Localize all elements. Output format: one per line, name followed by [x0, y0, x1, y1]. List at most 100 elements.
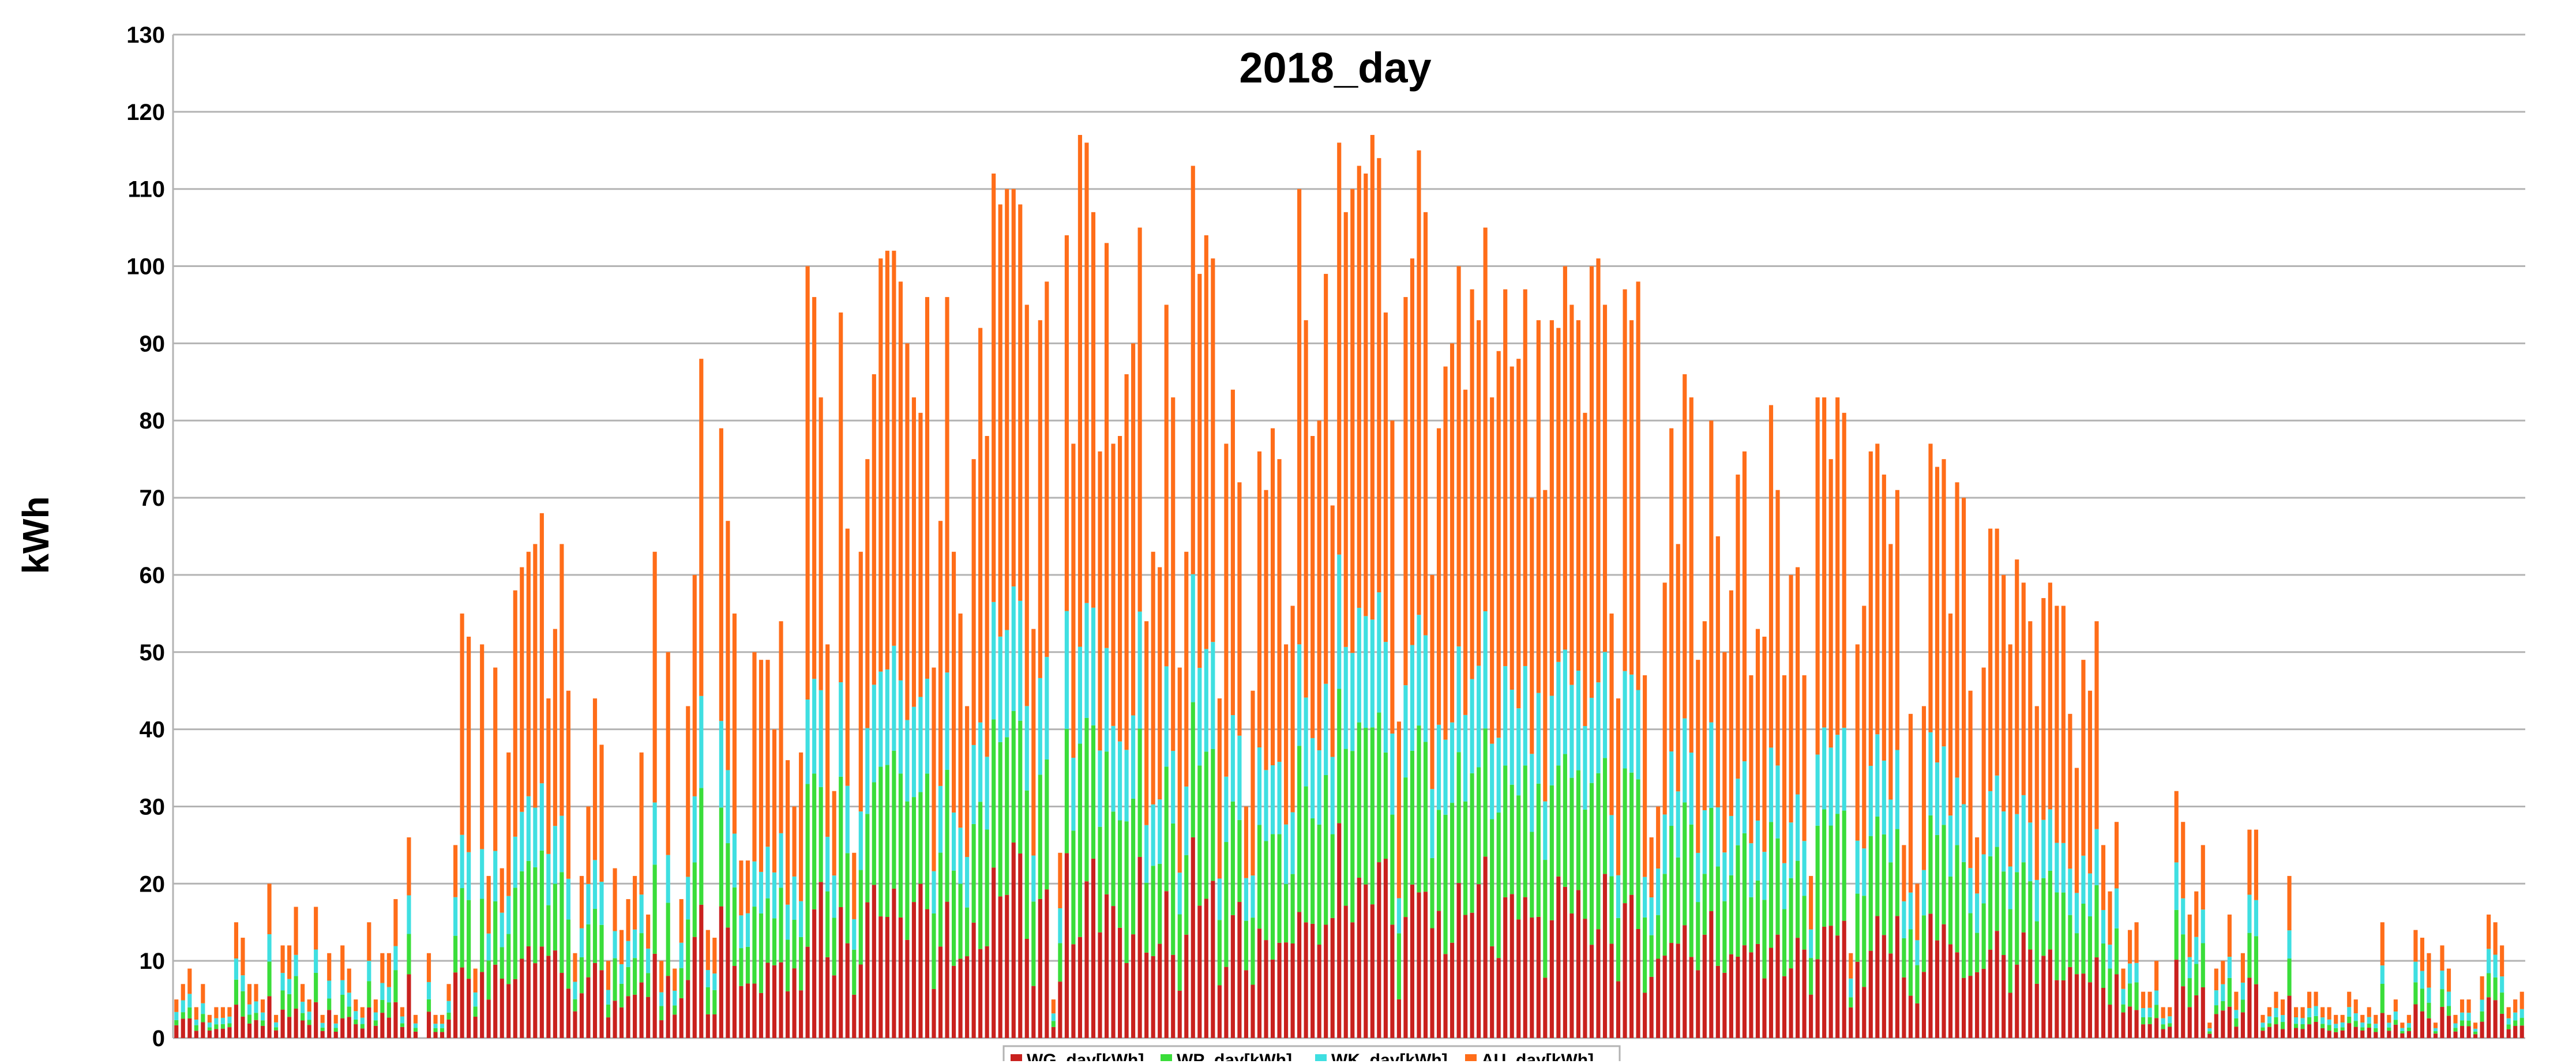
bar-segment-wp-day: [1244, 920, 1249, 971]
bar-segment-au-day: [779, 621, 783, 833]
bar-segment-wk-day: [194, 1020, 198, 1025]
bar-segment-au-day: [945, 297, 949, 673]
bar-segment-wp-day: [1981, 903, 1986, 969]
bar-segment-au-day: [1131, 343, 1136, 716]
bar-segment-wp-day: [467, 900, 471, 979]
bar-segment-wk-day: [679, 942, 684, 968]
bar-segment-wp-day: [1809, 958, 1813, 995]
bar-segment-wp-day: [2314, 1016, 2318, 1022]
bar-segment-wk-day: [1197, 668, 1202, 766]
bar-segment-wp-day: [1722, 901, 1727, 973]
bar-segment-wg-day: [1410, 884, 1415, 1038]
bar-segment-wg-day: [413, 1031, 418, 1038]
bar-segment-wp-day: [2081, 904, 2086, 974]
bar-segment-wk-day: [626, 941, 630, 967]
bar-segment-wg-day: [407, 974, 411, 1038]
bar-segment-wk-day: [440, 1024, 445, 1028]
bar-segment-wk-day: [1257, 747, 1262, 825]
bar-segment-wp-day: [652, 864, 657, 954]
bar-segment-wk-day: [699, 695, 704, 788]
bar-segment-au-day: [486, 875, 491, 934]
bar-segment-au-day: [1197, 273, 1202, 668]
bar-segment-wk-day: [1051, 1013, 1056, 1021]
bar-segment-au-day: [992, 173, 996, 602]
bar-segment-wp-day: [1038, 774, 1042, 899]
bar-segment-wg-day: [978, 949, 983, 1038]
bar-segment-wp-day: [719, 807, 723, 907]
bar-segment-au-day: [1530, 498, 1534, 754]
bar-segment-wg-day: [2433, 1033, 2438, 1038]
bar-segment-wg-day: [241, 1016, 245, 1038]
bar-segment-wp-day: [1583, 809, 1587, 919]
bar-segment-wk-day: [792, 876, 797, 920]
bar-segment-wg-day: [1051, 1027, 1056, 1038]
bar-segment-wg-day: [1330, 918, 1335, 1038]
bar-segment-wk-day: [2374, 1024, 2378, 1028]
bar-segment-wp-day: [832, 918, 836, 976]
bar-segment-wp-day: [852, 949, 857, 995]
bar-segment-wg-day: [1649, 976, 1654, 1038]
bar-segment-wg-day: [1045, 889, 1049, 1038]
bar-segment-wk-day: [1304, 697, 1308, 787]
bar-segment-au-day: [426, 953, 431, 982]
bar-segment-wp-day: [2274, 1017, 2278, 1025]
bar-segment-wg-day: [918, 883, 923, 1038]
bar-segment-au-day: [1715, 536, 1720, 807]
bar-segment-wp-day: [407, 934, 411, 975]
bar-segment-wp-day: [247, 1014, 252, 1024]
bar-segment-wg-day: [898, 917, 903, 1038]
bar-segment-wp-day: [506, 934, 511, 984]
bar-segment-wg-day: [739, 986, 743, 1038]
bar-segment-wk-day: [1204, 649, 1208, 752]
bar-segment-wp-day: [1077, 743, 1083, 937]
bar-segment-wk-day: [2128, 963, 2132, 984]
bar-segment-au-day: [772, 729, 777, 873]
bar-segment-wg-day: [1616, 981, 1621, 1038]
bar-segment-wp-day: [2459, 1020, 2465, 1027]
bar-segment-au-day: [1144, 621, 1149, 825]
bar-segment-wp-day: [1297, 746, 1302, 912]
bar-segment-wp-day: [280, 990, 285, 1010]
bar-segment-wp-day: [393, 970, 398, 1002]
bar-segment-au-day: [407, 837, 411, 896]
bar-segment-wk-day: [2274, 1007, 2278, 1017]
bar-segment-au-day: [1948, 613, 1953, 816]
bar-segment-wk-day: [1277, 762, 1282, 834]
bar-segment-wp-day: [1702, 874, 1707, 935]
bar-segment-wg-day: [174, 1025, 179, 1038]
bar-segment-wp-day: [2114, 928, 2119, 975]
bar-segment-wp-day: [2041, 878, 2046, 956]
bar-segment-wp-day: [1602, 758, 1608, 874]
y-tick-label: 70: [140, 486, 166, 511]
bar-segment-wg-day: [1563, 886, 1567, 1038]
bar-segment-au-day: [1736, 474, 1740, 779]
bar-segment-wg-day: [2181, 986, 2186, 1038]
bar-segment-au-day: [1802, 675, 1807, 841]
bar-segment-wp-day: [2453, 1028, 2458, 1032]
bar-segment-au-day: [2227, 914, 2232, 957]
bar-segment-wk-day: [2353, 1013, 2358, 1021]
bar-segment-au-day: [386, 953, 391, 987]
bar-segment-wp-day: [739, 948, 743, 986]
bar-segment-wk-day: [985, 757, 989, 830]
bar-segment-wk-day: [1702, 810, 1707, 874]
bar-segment-wg-day: [1623, 903, 1627, 1038]
bar-segment-wp-day: [446, 1012, 451, 1020]
bar-segment-wg-day: [2446, 1016, 2451, 1038]
bar-segment-wp-day: [1237, 819, 1242, 903]
bar-segment-wp-day: [1849, 997, 1853, 1007]
bar-segment-wp-day: [1649, 935, 1654, 977]
bar-segment-au-day: [1868, 451, 1873, 766]
bar-segment-wk-day: [839, 682, 843, 777]
bar-segment-au-day: [1862, 606, 1867, 849]
bar-segment-wp-day: [1151, 866, 1155, 956]
bar-segment-wg-day: [1709, 911, 1714, 1038]
bar-segment-wp-day: [898, 773, 903, 918]
bar-segment-wk-day: [1629, 674, 1634, 773]
bar-segment-wk-day: [745, 913, 750, 947]
bar-segment-wk-day: [1948, 815, 1953, 877]
bar-segment-wp-day: [971, 824, 976, 923]
bar-segment-wg-day: [1283, 942, 1289, 1038]
bar-segment-au-day: [1576, 320, 1580, 671]
bar-segment-wg-day: [1942, 924, 1946, 1038]
